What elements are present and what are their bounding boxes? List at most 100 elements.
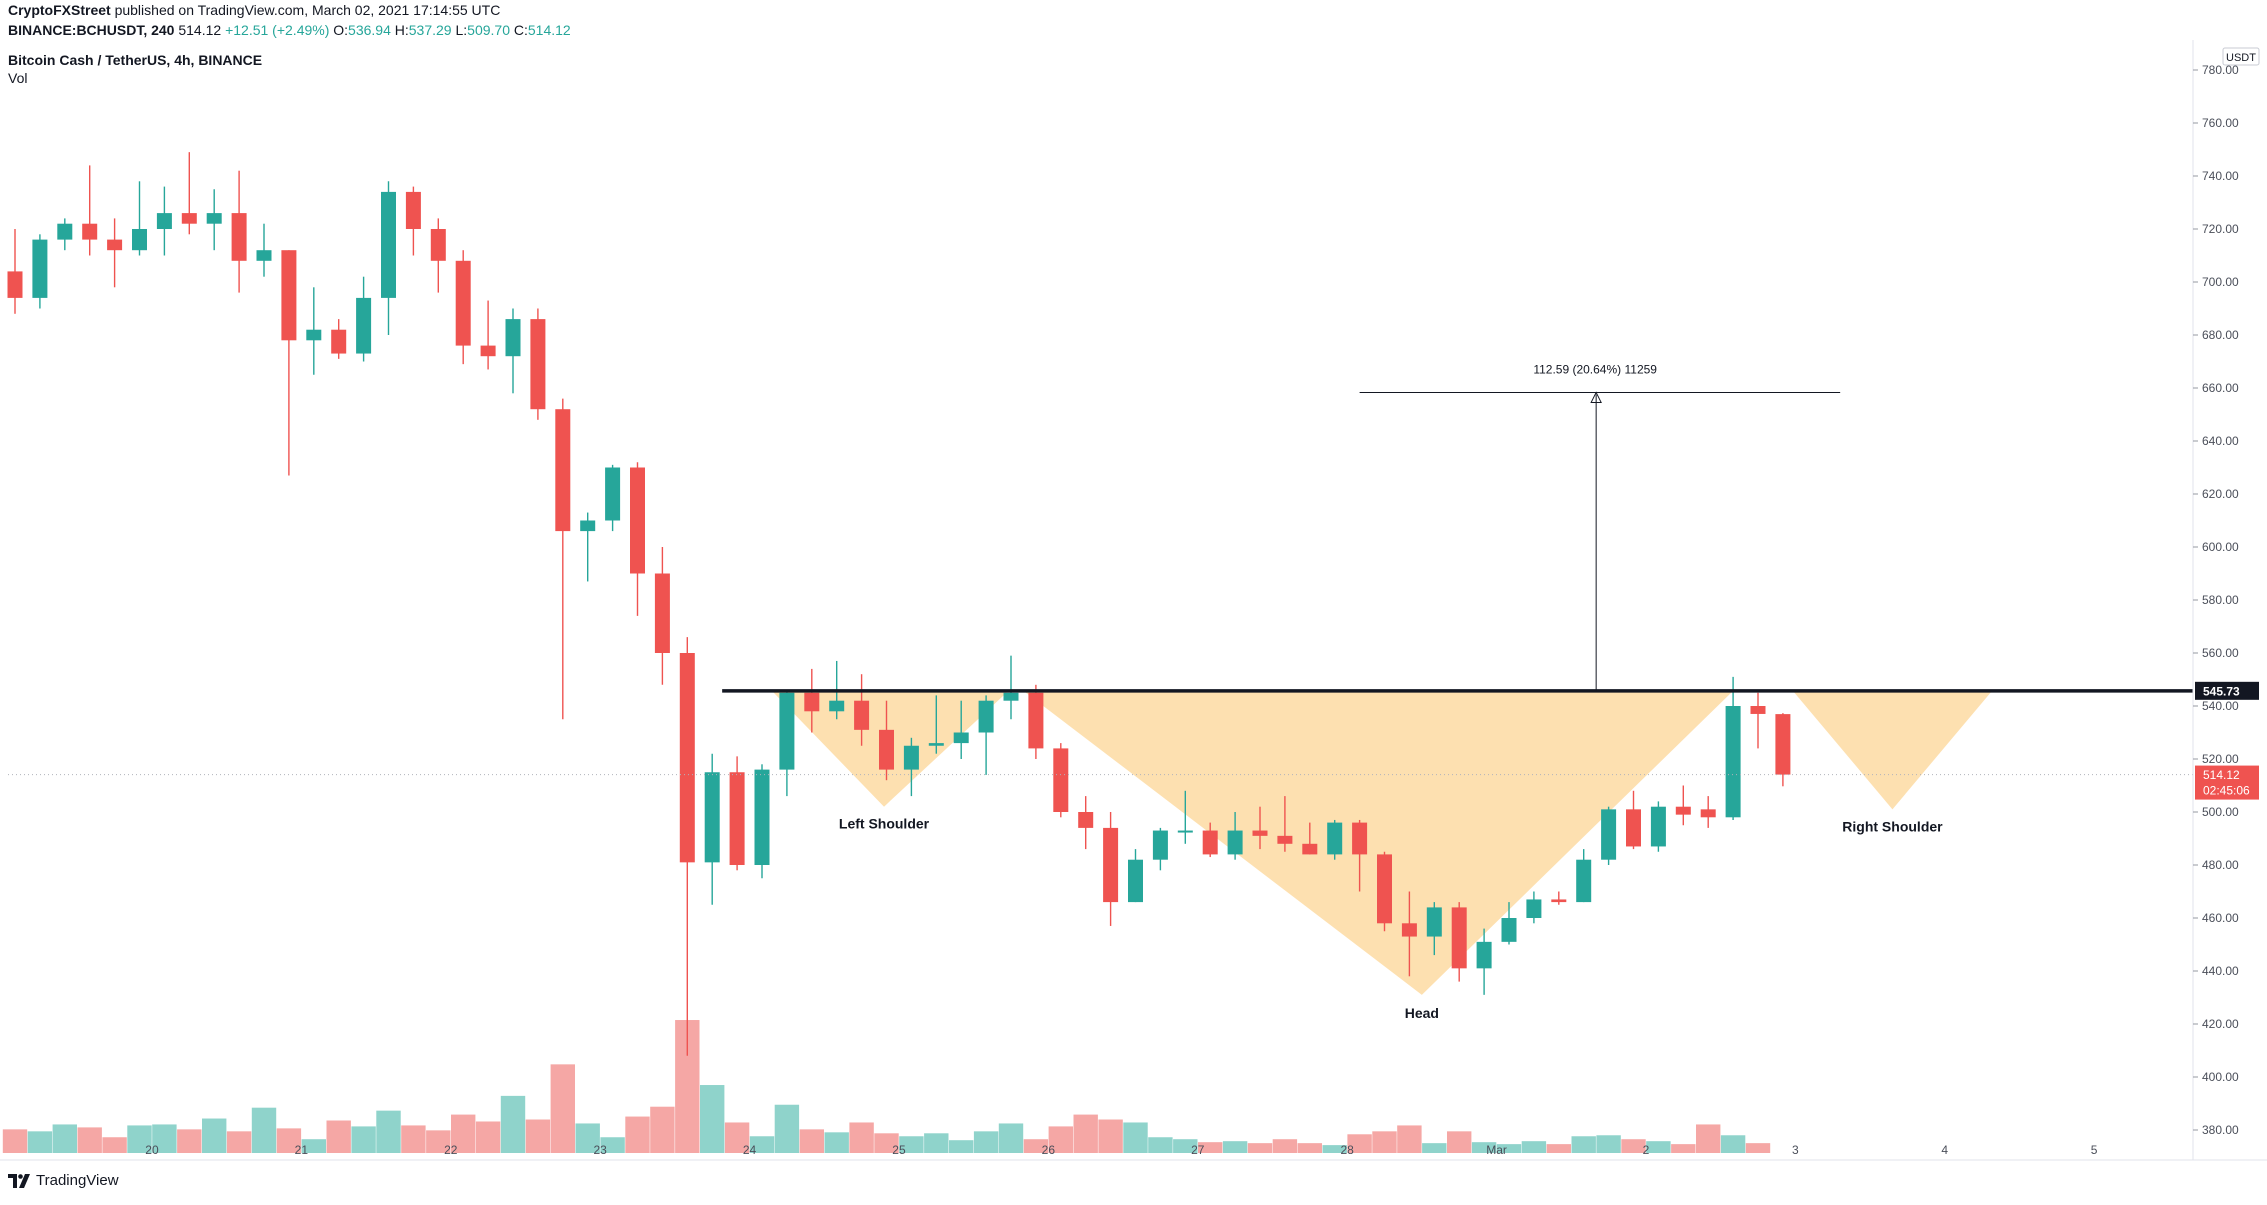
volume-bar[interactable]: [301, 1139, 326, 1153]
candle-body[interactable]: [57, 223, 73, 240]
candle-body[interactable]: [1700, 809, 1716, 818]
volume-bar[interactable]: [1671, 1144, 1696, 1153]
candle-body[interactable]: [1750, 706, 1766, 714]
volume-bar[interactable]: [973, 1131, 999, 1153]
candle-body[interactable]: [1202, 830, 1218, 855]
candle-body[interactable]: [1003, 692, 1019, 701]
candle-body[interactable]: [1252, 830, 1268, 836]
candle-body[interactable]: [231, 213, 247, 261]
volume-bar[interactable]: [1073, 1114, 1098, 1153]
candle-body[interactable]: [156, 213, 172, 229]
volume-bar[interactable]: [1397, 1125, 1422, 1153]
neckline-price-tag[interactable]: [2195, 681, 2259, 700]
volume-bar[interactable]: [401, 1125, 426, 1153]
volume-bar[interactable]: [177, 1129, 202, 1153]
candle-body[interactable]: [555, 409, 571, 532]
volume-bar[interactable]: [1173, 1139, 1198, 1153]
candle-body[interactable]: [356, 297, 372, 354]
volume-bar[interactable]: [625, 1116, 650, 1153]
volume-bar[interactable]: [1372, 1131, 1397, 1153]
volume-bar[interactable]: [500, 1095, 526, 1153]
volume-bar[interactable]: [475, 1121, 501, 1153]
candle-body[interactable]: [605, 467, 621, 521]
volume-bar[interactable]: [799, 1129, 824, 1153]
chart-title[interactable]: Bitcoin Cash / TetherUS, 4h, BINANCE: [8, 52, 263, 68]
candle-body[interactable]: [132, 229, 147, 251]
volume-bar[interactable]: [276, 1128, 302, 1153]
volume-bar[interactable]: [575, 1123, 600, 1153]
candle-body[interactable]: [1601, 809, 1617, 860]
volume-bar[interactable]: [600, 1137, 625, 1153]
volume-bar[interactable]: [1546, 1144, 1571, 1153]
volume-bar[interactable]: [774, 1104, 800, 1153]
volume-bar[interactable]: [1048, 1126, 1073, 1153]
candle-body[interactable]: [1725, 706, 1741, 818]
pattern-right-shoulder[interactable]: [1792, 690, 1993, 810]
volume-bar[interactable]: [1696, 1124, 1721, 1153]
candle-body[interactable]: [1675, 806, 1691, 815]
candle-body[interactable]: [654, 573, 670, 654]
candle-body[interactable]: [580, 520, 596, 532]
candle-body[interactable]: [1053, 748, 1069, 812]
pattern-head[interactable]: [1023, 690, 1734, 995]
candle-body[interactable]: [1476, 941, 1492, 969]
candle-body[interactable]: [1152, 830, 1168, 860]
candle-body[interactable]: [306, 329, 322, 341]
candle-body[interactable]: [480, 345, 496, 357]
candle-body[interactable]: [1352, 822, 1368, 855]
candle-body[interactable]: [1775, 714, 1791, 775]
volume-bar[interactable]: [27, 1131, 53, 1153]
volume-bar[interactable]: [998, 1123, 1024, 1153]
candle-body[interactable]: [256, 250, 272, 261]
candle-body[interactable]: [206, 213, 222, 224]
volume-bar[interactable]: [1297, 1143, 1322, 1153]
volume-bar[interactable]: [451, 1114, 476, 1153]
volume-bar[interactable]: [426, 1130, 451, 1153]
volume-bar[interactable]: [351, 1126, 376, 1153]
volume-bar[interactable]: [924, 1133, 949, 1153]
volume-bar[interactable]: [1123, 1122, 1148, 1153]
candle-body[interactable]: [381, 191, 396, 298]
candle-body[interactable]: [754, 769, 770, 865]
volume-bar[interactable]: [700, 1085, 725, 1153]
candle-body[interactable]: [1302, 843, 1318, 855]
volume-bar[interactable]: [1222, 1141, 1248, 1153]
volume-bar[interactable]: [1720, 1135, 1746, 1153]
candle-body[interactable]: [928, 743, 944, 746]
candle-body[interactable]: [829, 700, 845, 712]
candle-body[interactable]: [679, 653, 695, 863]
candle-body[interactable]: [32, 239, 48, 298]
candle-body[interactable]: [530, 319, 546, 410]
candle-body[interactable]: [903, 745, 919, 770]
volume-bar[interactable]: [949, 1140, 974, 1153]
volume-bar[interactable]: [1745, 1143, 1771, 1153]
candle-body[interactable]: [181, 213, 197, 224]
candle-body[interactable]: [107, 239, 123, 251]
candle-body[interactable]: [1451, 907, 1467, 969]
volume-bar[interactable]: [1621, 1139, 1646, 1153]
volume-bar[interactable]: [824, 1132, 849, 1153]
candle-body[interactable]: [1128, 859, 1143, 903]
volume-bar[interactable]: [326, 1120, 351, 1153]
candle-body[interactable]: [1327, 822, 1343, 855]
candle-body[interactable]: [1227, 830, 1243, 855]
candle-body[interactable]: [779, 692, 795, 770]
candle-body[interactable]: [1277, 835, 1293, 844]
volume-bar[interactable]: [899, 1136, 924, 1153]
volume-bar[interactable]: [2, 1129, 28, 1153]
volume-bar[interactable]: [1422, 1143, 1447, 1153]
volume-bar[interactable]: [1596, 1135, 1621, 1153]
volume-bar[interactable]: [1447, 1131, 1472, 1153]
candle-body[interactable]: [1078, 812, 1094, 828]
candle-body[interactable]: [1177, 830, 1193, 833]
candle-body[interactable]: [1526, 899, 1542, 918]
volume-bar[interactable]: [202, 1118, 227, 1153]
candle-body[interactable]: [704, 772, 720, 863]
currency-badge[interactable]: [2222, 47, 2260, 66]
volume-bar[interactable]: [102, 1137, 127, 1153]
volume-bar[interactable]: [650, 1106, 675, 1153]
volume-bar[interactable]: [1571, 1136, 1596, 1153]
volume-bar[interactable]: [1247, 1143, 1273, 1153]
